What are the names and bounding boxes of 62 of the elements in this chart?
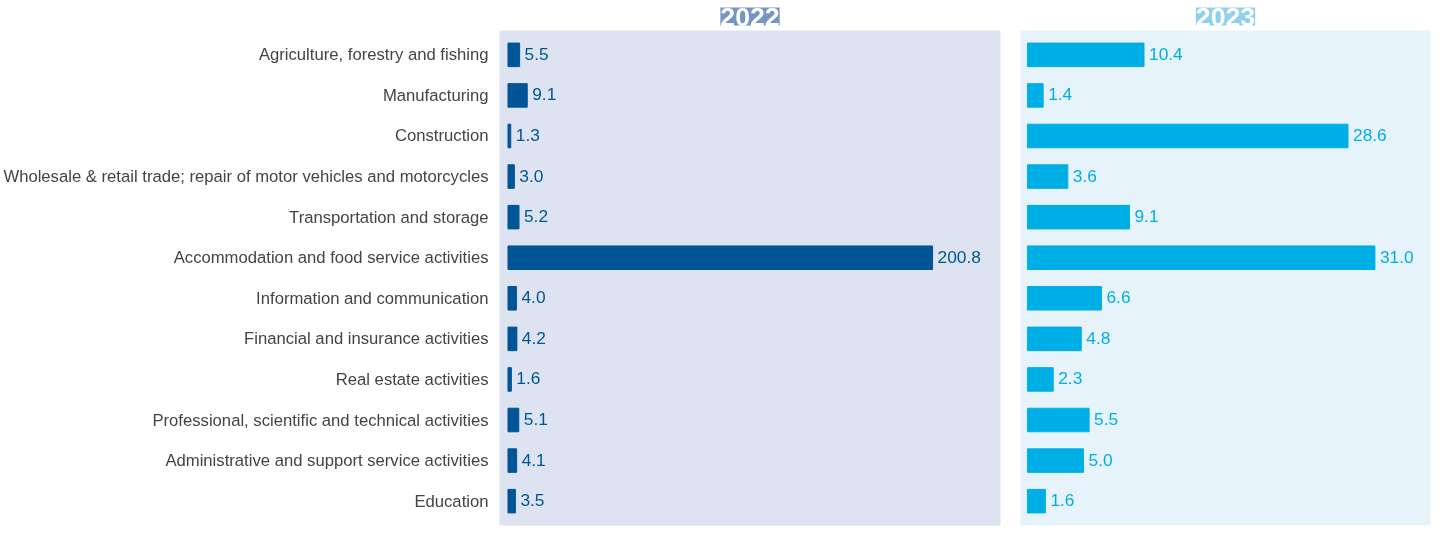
data-label: 200.8 (937, 246, 981, 267)
data-label: 10.4 (1149, 43, 1184, 64)
bar (507, 407, 520, 433)
data-label: 1.4 (1048, 84, 1073, 105)
y-tick-label: Administrative and support service activities (165, 451, 489, 471)
data-label: 1.6 (1050, 490, 1075, 511)
bar (1026, 204, 1130, 230)
chart-title: 2022 (720, 1, 780, 32)
bar (1026, 407, 1090, 433)
y-tick-label: Construction (395, 126, 489, 146)
y-tick-label: Education (414, 491, 489, 511)
bar (1026, 245, 1376, 270)
y-tick-label: Real estate activities (335, 369, 489, 389)
data-label: 5.5 (524, 43, 549, 64)
bar (1026, 326, 1082, 352)
bar (507, 367, 512, 392)
data-label: 5.1 (523, 409, 548, 430)
y-tick-label: Professional, scientific and technical activities (152, 410, 489, 430)
data-label: 3.6 (1072, 165, 1097, 186)
bar (507, 164, 515, 189)
data-label: 4.0 (521, 287, 546, 308)
chart-title: 2023 (1195, 1, 1256, 32)
bar (507, 448, 518, 473)
data-label: 1.6 (516, 368, 541, 389)
bar (507, 204, 520, 230)
data-label: 2.3 (1058, 368, 1083, 389)
y-tick-label: Agriculture, forestry and fishing (258, 45, 489, 65)
data-label: 4.1 (521, 449, 546, 470)
bar (507, 42, 521, 68)
bar (507, 83, 528, 108)
data-label: 4.2 (521, 327, 546, 348)
bar (1026, 42, 1145, 68)
bar (507, 286, 517, 311)
data-label: 9.1 (532, 84, 557, 105)
data-label: 1.3 (515, 124, 540, 145)
bar (1026, 286, 1102, 311)
bar (507, 123, 512, 149)
y-tick-label: Accommodation and food service activities (173, 248, 489, 268)
bar (1026, 83, 1044, 108)
y-tick-label: Wholesale & retail trade; repair of motor vehicles and motorcycles (3, 167, 489, 187)
bar (507, 488, 516, 514)
data-label: 5.5 (1094, 409, 1119, 430)
y-tick-label: Information and communication (256, 288, 489, 308)
data-label: 5.0 (1088, 449, 1113, 470)
bar (1026, 367, 1054, 392)
data-label: 28.6 (1353, 124, 1387, 145)
data-label: 3.0 (519, 165, 544, 186)
y-tick-label: Transportation and storage (289, 207, 489, 227)
data-label: 5.2 (523, 206, 549, 227)
bar (1026, 448, 1084, 473)
bar (1026, 123, 1349, 149)
bar (507, 245, 934, 270)
y-tick-label: Manufacturing (382, 85, 489, 105)
data-label: 6.6 (1106, 287, 1131, 308)
bar (1026, 164, 1069, 189)
bar (507, 326, 518, 352)
data-label: 31.0 (1379, 246, 1414, 267)
y-tick-label: Financial and insurance activities (244, 329, 489, 349)
bar (1026, 488, 1046, 514)
data-label: 3.5 (520, 490, 545, 511)
data-label: 9.1 (1134, 206, 1159, 227)
data-label: 4.8 (1086, 327, 1111, 348)
